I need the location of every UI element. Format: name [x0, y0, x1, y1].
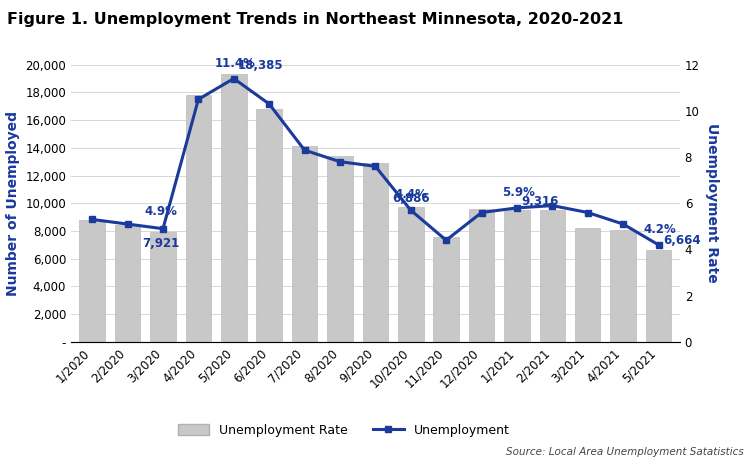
Text: 4.4%: 4.4%: [394, 188, 427, 201]
Unemployment: [158, 226, 167, 231]
Text: Source: Local Area Unemployment Satatistics: Source: Local Area Unemployment Satatist…: [506, 447, 743, 457]
Text: 18,385: 18,385: [238, 59, 284, 72]
Unemployment: [441, 237, 450, 243]
Text: 11.4%: 11.4%: [215, 57, 256, 71]
Bar: [79, 220, 105, 342]
Unemployment: [512, 205, 521, 211]
Bar: [115, 225, 140, 342]
Bar: [433, 237, 459, 342]
Bar: [150, 232, 176, 342]
Bar: [646, 249, 672, 342]
Bar: [469, 209, 495, 342]
Unemployment: [123, 221, 132, 227]
Unemployment: [264, 101, 273, 107]
Bar: [362, 163, 388, 342]
Unemployment: [87, 217, 96, 222]
Unemployment: [406, 207, 415, 213]
Bar: [539, 210, 565, 342]
Unemployment: [229, 76, 238, 81]
Y-axis label: Unemployment Rate: Unemployment Rate: [705, 123, 719, 283]
Bar: [221, 74, 247, 342]
Text: Figure 1. Unemployment Trends in Northeast Minnesota, 2020-2021: Figure 1. Unemployment Trends in Northea…: [7, 12, 624, 26]
Unemployment: [371, 164, 379, 169]
Unemployment: [583, 210, 592, 215]
Text: 5.9%: 5.9%: [502, 186, 535, 199]
Text: 7,921: 7,921: [143, 237, 180, 250]
Unemployment: [477, 210, 486, 215]
Bar: [186, 95, 211, 342]
Text: 6,886: 6,886: [392, 192, 430, 205]
Unemployment: [548, 203, 557, 208]
Line: Unemployment: Unemployment: [89, 75, 662, 248]
Text: 6,664: 6,664: [663, 234, 701, 248]
Bar: [575, 228, 601, 342]
Y-axis label: Number of Unemployed: Number of Unemployed: [6, 111, 19, 296]
Text: 4.2%: 4.2%: [644, 223, 677, 236]
Bar: [398, 207, 424, 342]
Bar: [327, 156, 353, 342]
Unemployment: [619, 221, 627, 227]
Unemployment: [335, 159, 344, 164]
Text: 9,316: 9,316: [521, 195, 559, 208]
Bar: [292, 146, 317, 342]
Unemployment: [300, 147, 309, 153]
Unemployment: [194, 97, 203, 102]
Legend: Unemployment Rate, Unemployment: Unemployment Rate, Unemployment: [173, 419, 515, 442]
Bar: [256, 109, 282, 342]
Text: 4.9%: 4.9%: [145, 205, 178, 218]
Bar: [610, 230, 636, 342]
Bar: [504, 210, 530, 342]
Unemployment: [654, 242, 663, 248]
